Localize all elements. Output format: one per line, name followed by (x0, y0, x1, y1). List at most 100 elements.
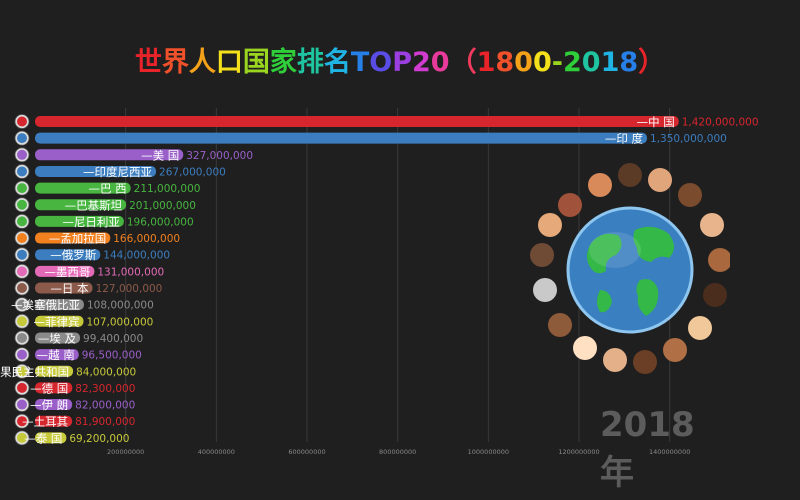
flag-icon-center (17, 366, 27, 377)
flag-icon-center (17, 233, 27, 244)
flag-icon-center (17, 299, 27, 310)
category-label: —美 国 (141, 148, 179, 162)
bar (35, 399, 73, 411)
title-char: ） (638, 47, 666, 78)
category-label: —墨西哥 (44, 265, 90, 279)
title-char: 国 (242, 47, 270, 78)
category-label: —印 度 (605, 132, 644, 146)
title-char: P (392, 47, 412, 78)
title-char: 0 (532, 47, 552, 78)
category-label: —菲律宾 (34, 315, 80, 329)
bar (35, 132, 647, 144)
value-label: 1,350,000,000 (650, 133, 727, 145)
category-label: —德 国 (30, 381, 68, 395)
x-tick-label: 1200000000 (558, 448, 599, 456)
category-label: —越 南 (37, 348, 75, 362)
bar (35, 382, 73, 394)
flag-icon-center (17, 116, 27, 127)
flag-icon-center (17, 382, 27, 393)
category-label: —中 国 (637, 115, 675, 129)
value-label: 267,000,000 (159, 166, 226, 178)
bar (35, 249, 101, 261)
value-label: 84,000,000 (76, 366, 136, 378)
title-char: 口 (215, 47, 243, 78)
globe-icon (566, 206, 694, 334)
value-label: 166,000,000 (113, 233, 180, 245)
flag-icon-center (17, 332, 27, 343)
bar (35, 282, 93, 294)
value-label: 82,000,000 (75, 400, 135, 412)
bar (35, 182, 131, 194)
bar (35, 315, 84, 327)
x-tick-label: 800000000 (379, 448, 416, 456)
title-char: O (369, 47, 393, 78)
flag-icon-center (17, 432, 27, 443)
title-char: - (551, 47, 563, 78)
title-char: 世 (134, 47, 162, 78)
value-label: 108,000,000 (87, 300, 154, 312)
title-char: 2 (562, 47, 582, 78)
title-char: 1 (600, 47, 620, 78)
value-label: 1,420,000,000 (682, 117, 759, 129)
x-tick-label: 200000000 (107, 448, 144, 456)
bar (35, 349, 79, 361)
flag-icon-center (17, 183, 27, 194)
title-char: 1 (476, 47, 496, 78)
flag-icon-center (17, 399, 27, 410)
flag-icon-center (17, 349, 27, 360)
category-label: —孟加拉国 (49, 232, 107, 246)
bar (35, 116, 679, 127)
value-label: 82,300,000 (75, 383, 135, 395)
x-tick-label: 1400000000 (649, 448, 690, 456)
category-label: —巴基斯坦 (65, 198, 123, 212)
bar (35, 332, 81, 344)
category-label: —埃塞俄比亚 (11, 298, 80, 312)
value-label: 144,000,000 (103, 250, 170, 262)
value-label: 69,200,000 (69, 433, 129, 445)
value-label: 96,500,000 (82, 350, 142, 362)
title-char: 界 (161, 47, 189, 78)
flag-icon-center (17, 216, 27, 227)
title-char: 8 (495, 47, 515, 78)
title-char: 0 (430, 47, 450, 78)
bar (35, 232, 111, 244)
flag-icon-center (17, 266, 27, 277)
title-char: 排 (296, 47, 324, 78)
title-char: 2 (411, 47, 431, 78)
people-ring-icon (530, 163, 730, 374)
title-char: （ (449, 47, 477, 78)
flag-icon-center (17, 283, 27, 293)
flag-icon-center (17, 133, 27, 144)
x-tick-label: 400000000 (198, 448, 235, 456)
bar (35, 415, 73, 427)
flag-icon-center (17, 149, 27, 160)
x-tick-label: 600000000 (288, 448, 325, 456)
category-label: —埃 及 (38, 331, 77, 345)
title-char: 家 (269, 47, 297, 78)
bar (35, 165, 157, 177)
value-label: 211,000,000 (134, 183, 201, 195)
x-tick-label: 1000000000 (468, 448, 509, 456)
bar (35, 215, 124, 227)
value-label: 99,400,000 (83, 333, 143, 345)
category-label: —印度尼西亚 (83, 165, 152, 179)
title-char: 0 (581, 47, 601, 78)
category-label: —伊 朗 (30, 398, 68, 412)
value-label: 196,000,000 (127, 216, 194, 228)
category-label: —俄罗斯 (50, 248, 96, 262)
flag-icon-center (17, 416, 27, 427)
value-label: 107,000,000 (87, 316, 154, 328)
value-label: 327,000,000 (186, 150, 253, 162)
flag-icon-center (17, 166, 27, 177)
category-label: —刚果民主共和国 (0, 365, 69, 379)
flag-icon-center (17, 249, 27, 260)
bar (35, 265, 95, 277)
category-label: —尼日利亚 (62, 215, 120, 229)
bar (35, 365, 74, 377)
title-char: T (350, 47, 370, 78)
title-char: 0 (514, 47, 533, 78)
title-char: 人 (188, 47, 216, 78)
value-label: 127,000,000 (96, 283, 163, 295)
flag-icon-center (17, 199, 27, 210)
